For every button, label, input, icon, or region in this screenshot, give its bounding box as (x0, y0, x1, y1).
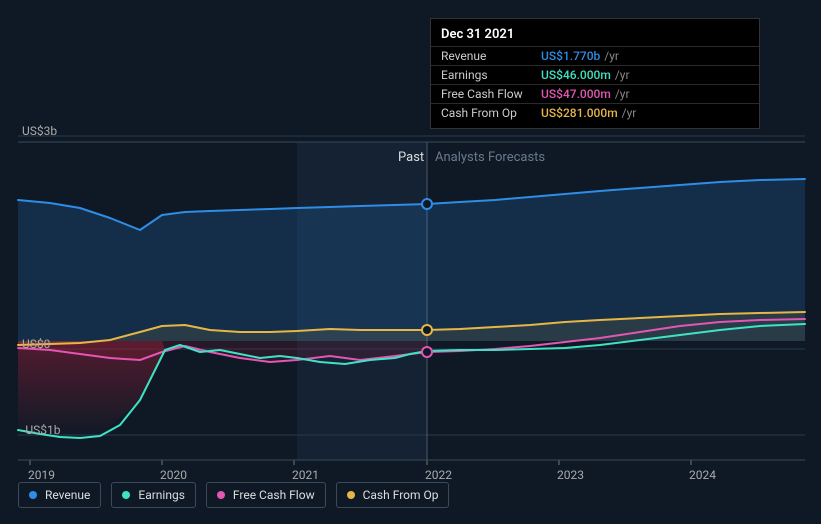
tooltip-metric-suffix: /yr (615, 87, 630, 101)
legend-label: Free Cash Flow (233, 488, 315, 502)
x-axis-label: 2023 (557, 468, 584, 482)
legend-dot-icon (122, 491, 130, 499)
legend-dot-icon (347, 491, 355, 499)
legend-dot-icon (217, 491, 225, 499)
legend-label: Revenue (45, 488, 90, 502)
legend-dot-icon (29, 491, 37, 499)
tooltip-row: Free Cash FlowUS$47.000m/yr (431, 84, 759, 103)
tooltip-metric-label: Free Cash Flow (441, 87, 541, 101)
tooltip-metric-label: Earnings (441, 68, 541, 82)
tooltip-metric-label: Revenue (441, 49, 541, 63)
tooltip-metric-value: US$47.000m (541, 87, 611, 101)
forecast-label: Analysts Forecasts (435, 150, 545, 165)
chart-legend: Revenue Earnings Free Cash Flow Cash From O… (18, 482, 449, 508)
past-label: Past (398, 150, 424, 165)
tooltip-date: Dec 31 2021 (431, 25, 759, 46)
x-axis-label: 2020 (160, 468, 187, 482)
chart-tooltip: Dec 31 2021 RevenueUS$1.770b/yrEarningsU… (430, 18, 760, 129)
x-axis-label: 2024 (689, 468, 716, 482)
tooltip-row: RevenueUS$1.770b/yr (431, 46, 759, 65)
tooltip-metric-value: US$46.000m (541, 68, 611, 82)
y-axis-label: -US$1b (22, 423, 60, 437)
tooltip-metric-value: US$1.770b (541, 49, 600, 63)
legend-item-cash_from_op[interactable]: Cash From Op (336, 482, 450, 508)
legend-label: Earnings (138, 488, 185, 502)
legend-item-earnings[interactable]: Earnings (111, 482, 196, 508)
legend-item-revenue[interactable]: Revenue (18, 482, 101, 508)
x-axis-label: 2019 (28, 468, 55, 482)
y-axis-label: US$0 (22, 337, 50, 351)
tooltip-metric-value: US$281.000m (541, 106, 618, 120)
legend-label: Cash From Op (363, 488, 439, 502)
tooltip-metric-suffix: /yr (615, 68, 630, 82)
y-axis-label: US$3b (22, 124, 57, 138)
financial-chart: US$3b US$0 -US$1b Past Analysts Forecast… (0, 0, 821, 524)
tooltip-metric-label: Cash From Op (441, 106, 541, 120)
x-axis-label: 2022 (425, 468, 452, 482)
tooltip-row: EarningsUS$46.000m/yr (431, 65, 759, 84)
legend-item-free_cash_flow[interactable]: Free Cash Flow (206, 482, 326, 508)
tooltip-metric-suffix: /yr (604, 49, 619, 63)
x-axis-label: 2021 (292, 468, 319, 482)
tooltip-metric-suffix: /yr (622, 106, 637, 120)
tooltip-row: Cash From OpUS$281.000m/yr (431, 103, 759, 122)
